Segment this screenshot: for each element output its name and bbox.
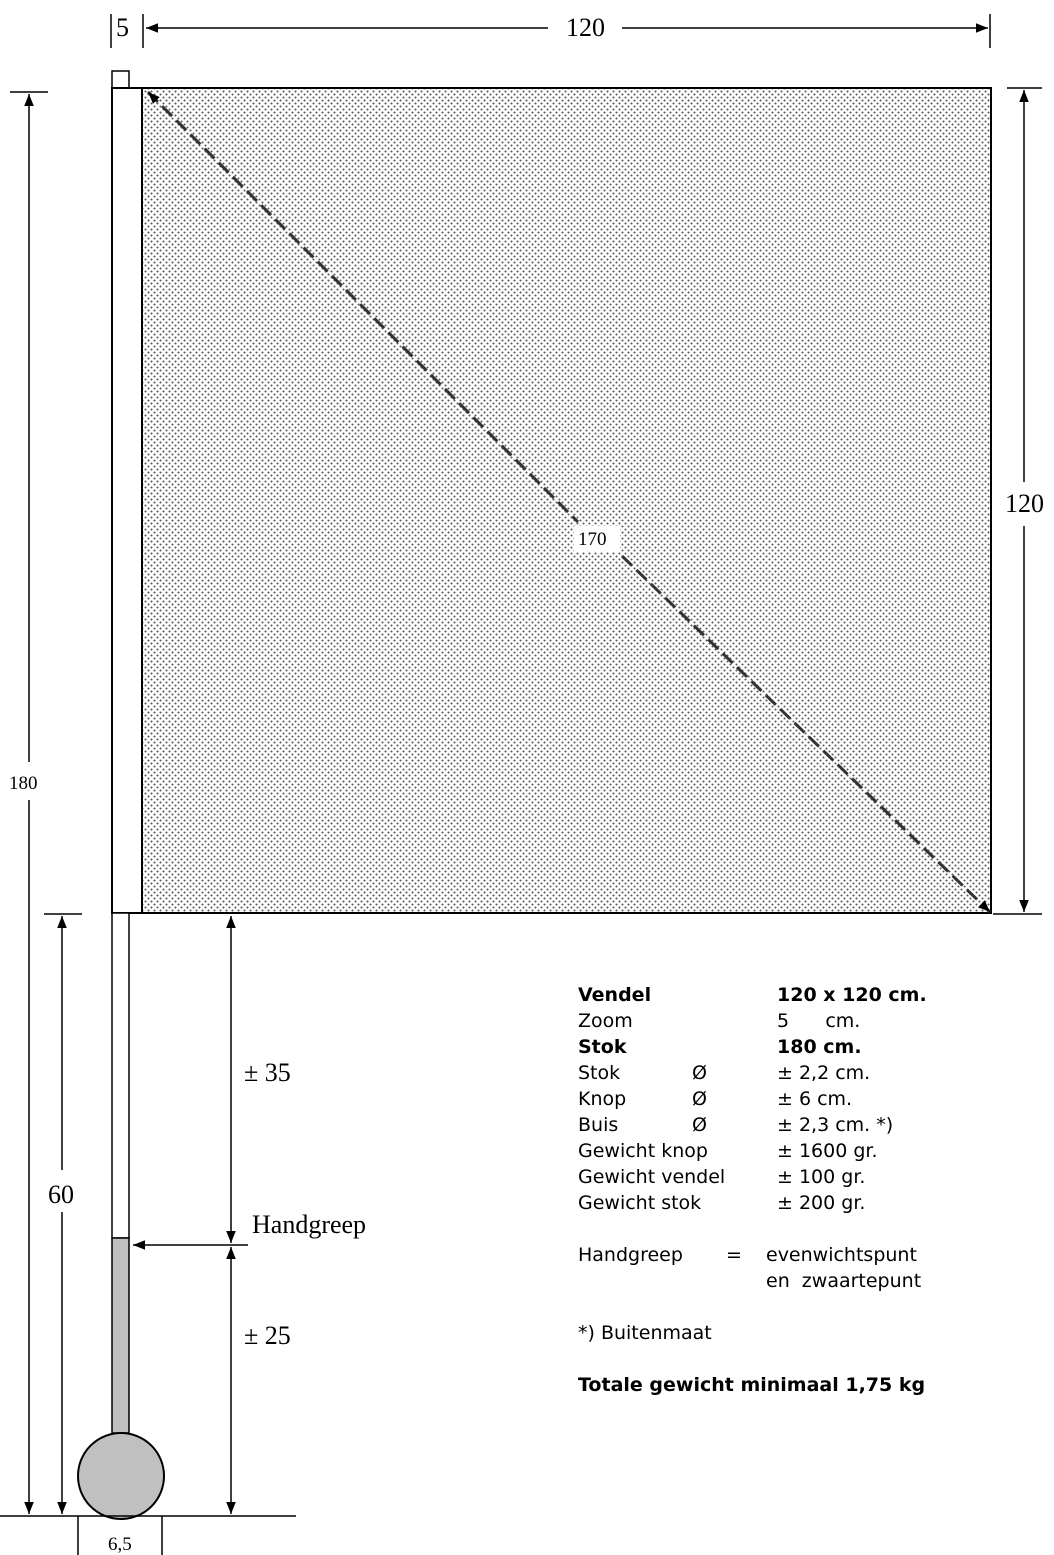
spec-row-knop-diameter: Knop Ø ± 6 cm. (578, 1086, 925, 1112)
flag-width-label: 120 (566, 13, 605, 42)
flag-hem (111, 87, 143, 914)
diagonal-line (146, 90, 580, 524)
diagonal-label: 170 (578, 529, 607, 550)
spec-label: Gewicht knop (578, 1140, 708, 1162)
diameter-symbol: Ø (692, 1088, 707, 1110)
spec-label: Stok (578, 1036, 627, 1058)
handgreep-label: Handgreep (252, 1210, 366, 1239)
flag-height-label: 120 (1005, 489, 1044, 518)
spec-row-buis-diameter: Buis Ø ± 2,3 cm. *) (578, 1112, 925, 1138)
spec-row-stok-diameter: Stok Ø ± 2,2 cm. (578, 1060, 925, 1086)
spec-label: Vendel (578, 984, 652, 1006)
spec-value: 5 cm. (777, 1010, 861, 1032)
equals-sign: = (726, 1244, 742, 1266)
spec-row-handgreep-2: en zwaartepunt (578, 1268, 925, 1294)
total-weight: Totale gewicht minimaal 1,75 kg (578, 1374, 926, 1396)
specifications-block: Vendel 120 x 120 cm. Zoom 5 cm. Stok 180… (578, 982, 927, 1398)
spec-label: Gewicht vendel (578, 1166, 726, 1188)
knob-width-label: 6,5 (108, 1534, 132, 1555)
spec-value: evenwichtspunt (766, 1244, 917, 1266)
spec-label: Knop (578, 1088, 627, 1110)
spec-value: ± 200 gr. (777, 1192, 866, 1214)
spec-row-gewicht-vendel: Gewicht vendel ± 100 gr. (578, 1164, 925, 1190)
spec-label: Buis (578, 1114, 619, 1136)
spec-row-gewicht-knop: Gewicht knop ± 1600 gr. (578, 1138, 925, 1164)
pole-grip-tube (111, 1237, 130, 1434)
spec-label: Handgreep (578, 1244, 683, 1266)
spec-value: 120 x 120 cm. (777, 984, 927, 1006)
pole-knob (77, 1432, 165, 1520)
pole-top-cap (111, 70, 130, 90)
diameter-symbol: Ø (692, 1062, 707, 1084)
diameter-symbol: Ø (692, 1114, 707, 1136)
spec-value: ± 2,2 cm. (777, 1062, 871, 1084)
grip-lower-label: ± 25 (244, 1321, 291, 1350)
spec-label: Stok (578, 1062, 621, 1084)
spec-value: 180 cm. (777, 1036, 862, 1058)
spec-value: ± 6 cm. (777, 1088, 853, 1110)
spec-row-gewicht-stok: Gewicht stok ± 200 gr. (578, 1190, 925, 1216)
spec-row-vendel: Vendel 120 x 120 cm. (578, 982, 927, 1008)
spec-value: ± 1600 gr. (777, 1140, 878, 1162)
spec-row-stok: Stok 180 cm. (578, 1034, 925, 1060)
footnote: *) Buitenmaat (578, 1322, 712, 1344)
pole-upper (111, 912, 130, 1239)
spec-label: Zoom (578, 1010, 633, 1032)
spec-value: en zwaartepunt (766, 1270, 922, 1292)
grip-upper-label: ± 35 (244, 1058, 291, 1087)
spec-label: Gewicht stok (578, 1192, 702, 1214)
zoom-width-label: 5 (116, 13, 129, 42)
spec-row-zoom: Zoom 5 cm. (578, 1008, 925, 1034)
lower-pole-label: 60 (48, 1180, 74, 1209)
spec-row-handgreep: Handgreep = evenwichtspunt (578, 1242, 925, 1268)
total-height-label: 180 (9, 773, 38, 794)
spec-value: ± 2,3 cm. *) (777, 1114, 894, 1136)
spec-value: ± 100 gr. (777, 1166, 866, 1188)
diagonal-line-lower (620, 554, 992, 914)
